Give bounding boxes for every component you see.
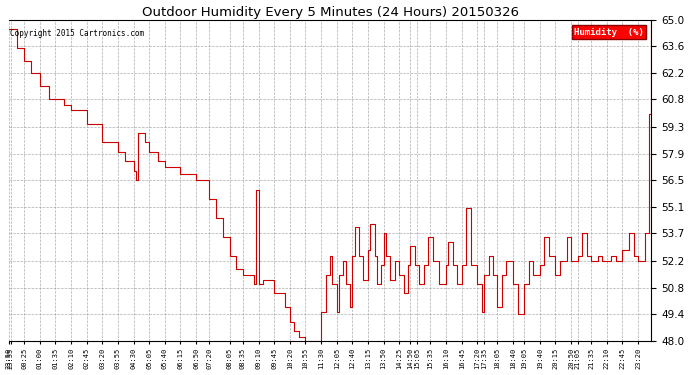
Title: Outdoor Humidity Every 5 Minutes (24 Hours) 20150326: Outdoor Humidity Every 5 Minutes (24 Hou… xyxy=(141,6,518,18)
Text: Copyright 2015 Cartronics.com: Copyright 2015 Cartronics.com xyxy=(10,29,144,38)
Text: Humidity  (%): Humidity (%) xyxy=(574,28,644,37)
